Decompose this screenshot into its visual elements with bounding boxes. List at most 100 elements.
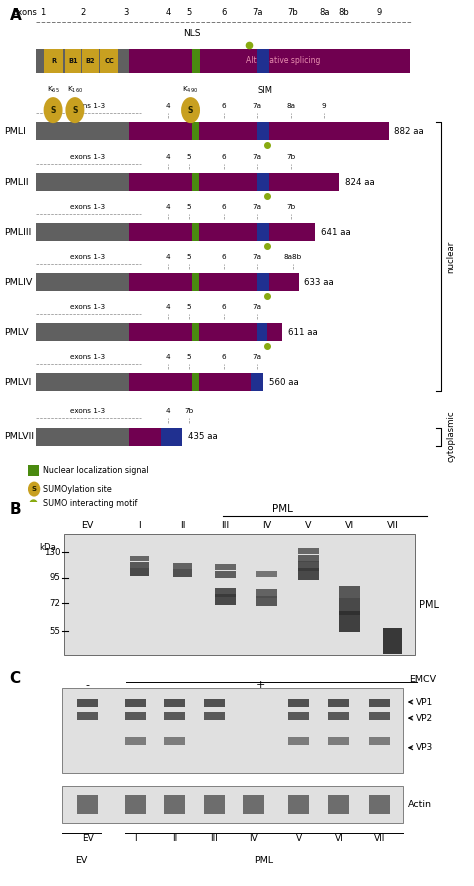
Text: 5: 5	[186, 8, 191, 17]
Bar	[164, 737, 185, 745]
Bar	[62, 786, 403, 823]
Text: III: III	[210, 834, 218, 843]
Text: S: S	[188, 105, 193, 114]
Text: V: V	[305, 521, 311, 530]
Text: 824 aa: 824 aa	[345, 178, 374, 187]
Bar	[36, 428, 182, 446]
Text: 9: 9	[321, 103, 326, 109]
Text: 6: 6	[221, 354, 226, 361]
Text: exons 1-3: exons 1-3	[70, 354, 105, 361]
Text: 7a: 7a	[252, 8, 263, 17]
Bar	[44, 49, 63, 73]
Bar	[125, 796, 146, 814]
Bar	[298, 548, 319, 555]
Text: EV: EV	[82, 521, 94, 530]
Bar	[215, 571, 236, 578]
Text: nuclear: nuclear	[447, 241, 456, 273]
Text: 560 aa: 560 aa	[269, 378, 299, 387]
Text: Alternative splicing: Alternative splicing	[246, 56, 321, 65]
Text: exons 1-3: exons 1-3	[70, 408, 105, 415]
Bar	[130, 556, 149, 561]
Bar	[36, 373, 263, 392]
Bar	[129, 428, 182, 446]
Bar	[173, 569, 192, 578]
Bar	[328, 796, 349, 814]
Bar	[65, 49, 81, 73]
Bar	[161, 428, 182, 446]
Text: 3: 3	[123, 8, 128, 17]
Text: K$_{490}$: K$_{490}$	[182, 85, 199, 95]
Bar	[288, 699, 309, 707]
Text: SUMO interacting motif: SUMO interacting motif	[43, 499, 137, 508]
Bar	[288, 796, 309, 814]
Bar	[328, 712, 349, 720]
Text: PMLIV: PMLIV	[4, 278, 32, 287]
Text: 130: 130	[44, 548, 60, 557]
Bar	[164, 796, 185, 814]
Bar	[36, 323, 282, 341]
Bar	[36, 49, 410, 73]
Text: 7a: 7a	[253, 154, 262, 160]
Bar	[28, 464, 39, 476]
Bar	[192, 173, 199, 191]
Text: PMLII: PMLII	[4, 178, 28, 187]
Text: VII: VII	[374, 834, 385, 843]
Text: II: II	[180, 521, 185, 530]
Bar	[243, 796, 264, 814]
Bar	[298, 561, 319, 571]
Text: 5: 5	[186, 254, 191, 260]
Text: I: I	[134, 834, 137, 843]
Bar	[77, 712, 98, 720]
Bar	[256, 596, 277, 606]
Bar	[129, 173, 339, 191]
Text: Nuclear localization signal: Nuclear localization signal	[43, 465, 148, 475]
Text: VII: VII	[386, 521, 399, 530]
Text: 435 aa: 435 aa	[188, 432, 218, 441]
Text: 5: 5	[186, 305, 191, 310]
Text: kDa: kDa	[39, 543, 56, 552]
Text: 2: 2	[80, 8, 86, 17]
Text: 7b: 7b	[286, 154, 296, 160]
Bar	[328, 699, 349, 707]
Text: 5: 5	[186, 354, 191, 361]
Text: -: -	[86, 680, 90, 690]
Bar	[100, 49, 118, 73]
Text: exons 1-3: exons 1-3	[70, 154, 105, 160]
Text: Exons: Exons	[12, 8, 36, 17]
Bar	[125, 737, 146, 745]
Text: 6: 6	[221, 103, 226, 109]
Text: 4: 4	[165, 8, 171, 17]
Text: PMLVI: PMLVI	[4, 378, 31, 387]
Text: 1: 1	[40, 8, 46, 17]
Bar	[215, 564, 236, 570]
Text: 7a: 7a	[253, 354, 262, 361]
Text: 4: 4	[166, 305, 171, 310]
Text: 7b: 7b	[184, 408, 193, 415]
Bar	[215, 587, 236, 597]
Text: 8b: 8b	[339, 8, 349, 17]
Bar	[129, 49, 410, 73]
Text: 4: 4	[166, 254, 171, 260]
Text: V: V	[296, 834, 301, 843]
Text: 5: 5	[186, 154, 191, 160]
Text: VI: VI	[345, 521, 355, 530]
Text: SIM: SIM	[257, 86, 273, 95]
Text: PML: PML	[419, 600, 439, 610]
Bar	[339, 610, 360, 633]
Bar	[369, 796, 390, 814]
Text: 6: 6	[221, 8, 227, 17]
Text: PMLVII: PMLVII	[4, 432, 34, 441]
Text: 6: 6	[221, 254, 226, 260]
Text: 7a: 7a	[253, 305, 262, 310]
Text: B1: B1	[68, 58, 78, 64]
Bar	[257, 273, 269, 291]
Bar	[288, 712, 309, 720]
Bar	[339, 599, 360, 616]
Text: B2: B2	[86, 58, 95, 64]
Bar	[257, 173, 269, 191]
Text: I: I	[138, 521, 141, 530]
Bar	[192, 122, 199, 140]
Text: PML: PML	[254, 856, 273, 865]
Bar	[36, 273, 299, 291]
Text: III: III	[221, 521, 229, 530]
